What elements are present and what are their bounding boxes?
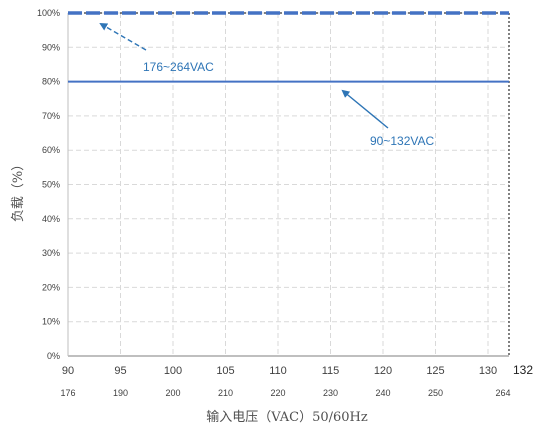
x-axis-title: 输入电压（VAC）50/60Hz: [206, 409, 368, 425]
secondary-x-tick-label: 210: [218, 388, 233, 398]
y-tick-label: 90%: [42, 42, 60, 52]
y-tick-label: 50%: [42, 180, 60, 190]
x-end-tick-label: 132: [513, 363, 533, 377]
secondary-x-tick-label: 264: [495, 388, 510, 398]
annotation-label-90-132vac: 90~132VAC: [370, 134, 434, 148]
secondary-x-tick-label: 190: [113, 388, 128, 398]
tick-labels: 0% 10% 20% 30% 40% 50% 60% 70% 80% 90% 100% 90 95 100…: [37, 8, 533, 398]
y-axis-title: 负载（%）: [11, 158, 26, 222]
x-tick-label: 120: [374, 365, 392, 377]
secondary-x-tick-label: 250: [428, 388, 443, 398]
secondary-x-tick-label: 176: [60, 388, 75, 398]
grid: [68, 13, 509, 356]
y-tick-label: 40%: [42, 214, 60, 224]
y-tick-label: 20%: [42, 282, 60, 292]
y-tick-label: 70%: [42, 111, 60, 121]
x-tick-label: 110: [269, 365, 287, 377]
y-tick-label: 30%: [42, 248, 60, 258]
y-tick-label: 80%: [42, 77, 60, 87]
x-tick-label: 95: [114, 365, 126, 377]
annotations: 176~264VAC 90~132VAC: [101, 24, 434, 148]
x-tick-label: 125: [426, 365, 444, 377]
secondary-x-tick-label: 240: [375, 388, 390, 398]
x-tick-label: 105: [216, 365, 234, 377]
annotation-arrow-90-132vac: [343, 91, 388, 128]
x-tick-label: 130: [479, 365, 497, 377]
x-tick-label: 115: [322, 365, 340, 377]
secondary-x-tick-label: 230: [323, 388, 338, 398]
annotation-label-176-264vac: 176~264VAC: [143, 60, 214, 74]
y-tick-label: 100%: [37, 8, 60, 18]
y-tick-label: 10%: [42, 317, 60, 327]
annotation-arrow-176-264vac: [101, 24, 146, 50]
secondary-x-tick-label: 220: [270, 388, 285, 398]
y-tick-label: 0%: [47, 351, 60, 361]
secondary-x-tick-label: 200: [165, 388, 180, 398]
x-tick-label: 90: [62, 365, 74, 377]
x-tick-label: 100: [164, 365, 182, 377]
y-tick-label: 60%: [42, 145, 60, 155]
